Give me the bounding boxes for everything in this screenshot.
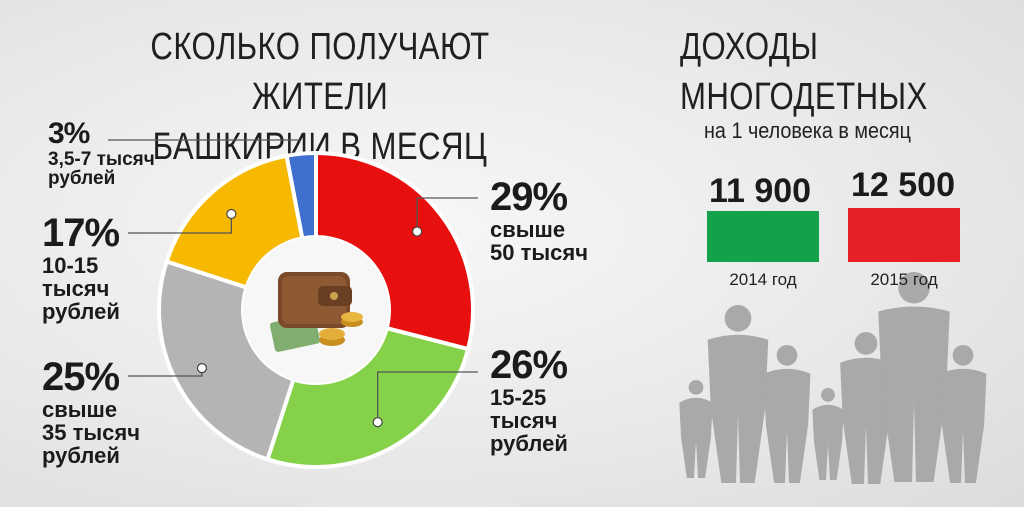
leader-line xyxy=(377,371,478,423)
slice-label-17pct: 17% 10-15 тысяч рублей xyxy=(42,212,120,323)
bar-chart-subtitle: на 1 человека в месяц xyxy=(704,118,911,143)
bar-chart-title: ДОХОДЫ МНОГОДЕТНЫХ xyxy=(680,22,942,122)
leader-line xyxy=(416,197,478,232)
slice-percent: 25% xyxy=(42,355,120,399)
bar-2015 xyxy=(848,208,960,262)
slice-description: 15-25 тысяч рублей xyxy=(490,385,568,457)
leader-dot xyxy=(372,417,383,428)
pie-chart-title: СКОЛЬКО ПОЛУЧАЮТ ЖИТЕЛИ БАШКИРИИ В МЕСЯЦ xyxy=(107,22,533,172)
leader-dot xyxy=(196,363,208,374)
leader-lines xyxy=(108,139,478,428)
bar-category-2015: 2015 год xyxy=(870,270,938,289)
family-silhouette-icon xyxy=(679,272,987,484)
slice-percent: 17% xyxy=(42,211,120,255)
bar-title-line1: ДОХОДЫ xyxy=(680,26,819,68)
slice-percent: 3% xyxy=(48,117,90,150)
slice-label-3pct: 3% 3,5-7 тысяч рублей xyxy=(48,118,155,189)
pie-slice-26 xyxy=(264,325,471,469)
girl-silhouette xyxy=(840,332,892,484)
bar-value-2014: 11 900 xyxy=(708,172,812,210)
leader-dot xyxy=(226,208,237,220)
leader-line xyxy=(128,213,233,234)
bar-value-2015: 12 500 xyxy=(851,166,955,204)
slice-description: свыше 50 тысяч xyxy=(490,217,588,266)
toddler-silhouette xyxy=(812,388,844,480)
slice-label-25pct: 25% свыше 35 тысяч рублей xyxy=(42,356,140,467)
slice-label-26pct: 26% 15-25 тысяч рублей xyxy=(490,344,568,455)
bar-2014 xyxy=(707,211,819,262)
slice-label-29pct: 29% свыше 50 тысяч xyxy=(490,176,588,264)
child-silhouette xyxy=(679,380,713,478)
leader-dot xyxy=(412,226,423,237)
teen-silhouette xyxy=(939,345,987,483)
slice-description: свыше 35 тысяч рублей xyxy=(42,397,140,469)
slice-description: 3,5-7 тысяч рублей xyxy=(48,148,155,190)
slice-percent: 26% xyxy=(490,343,568,387)
bar-category-2014: 2014 год xyxy=(729,270,797,289)
pie-title-line1: СКОЛЬКО ПОЛУЧАЮТ ЖИТЕЛИ xyxy=(150,26,490,118)
woman-silhouette xyxy=(707,305,769,483)
bar-title-line2: МНОГОДЕТНЫХ xyxy=(680,76,928,118)
slice-percent: 29% xyxy=(490,175,568,219)
boy-silhouette xyxy=(763,345,811,483)
slice-description: 10-15 тысяч рублей xyxy=(42,253,120,325)
wallet-icon xyxy=(269,272,363,352)
man-silhouette xyxy=(878,272,950,482)
